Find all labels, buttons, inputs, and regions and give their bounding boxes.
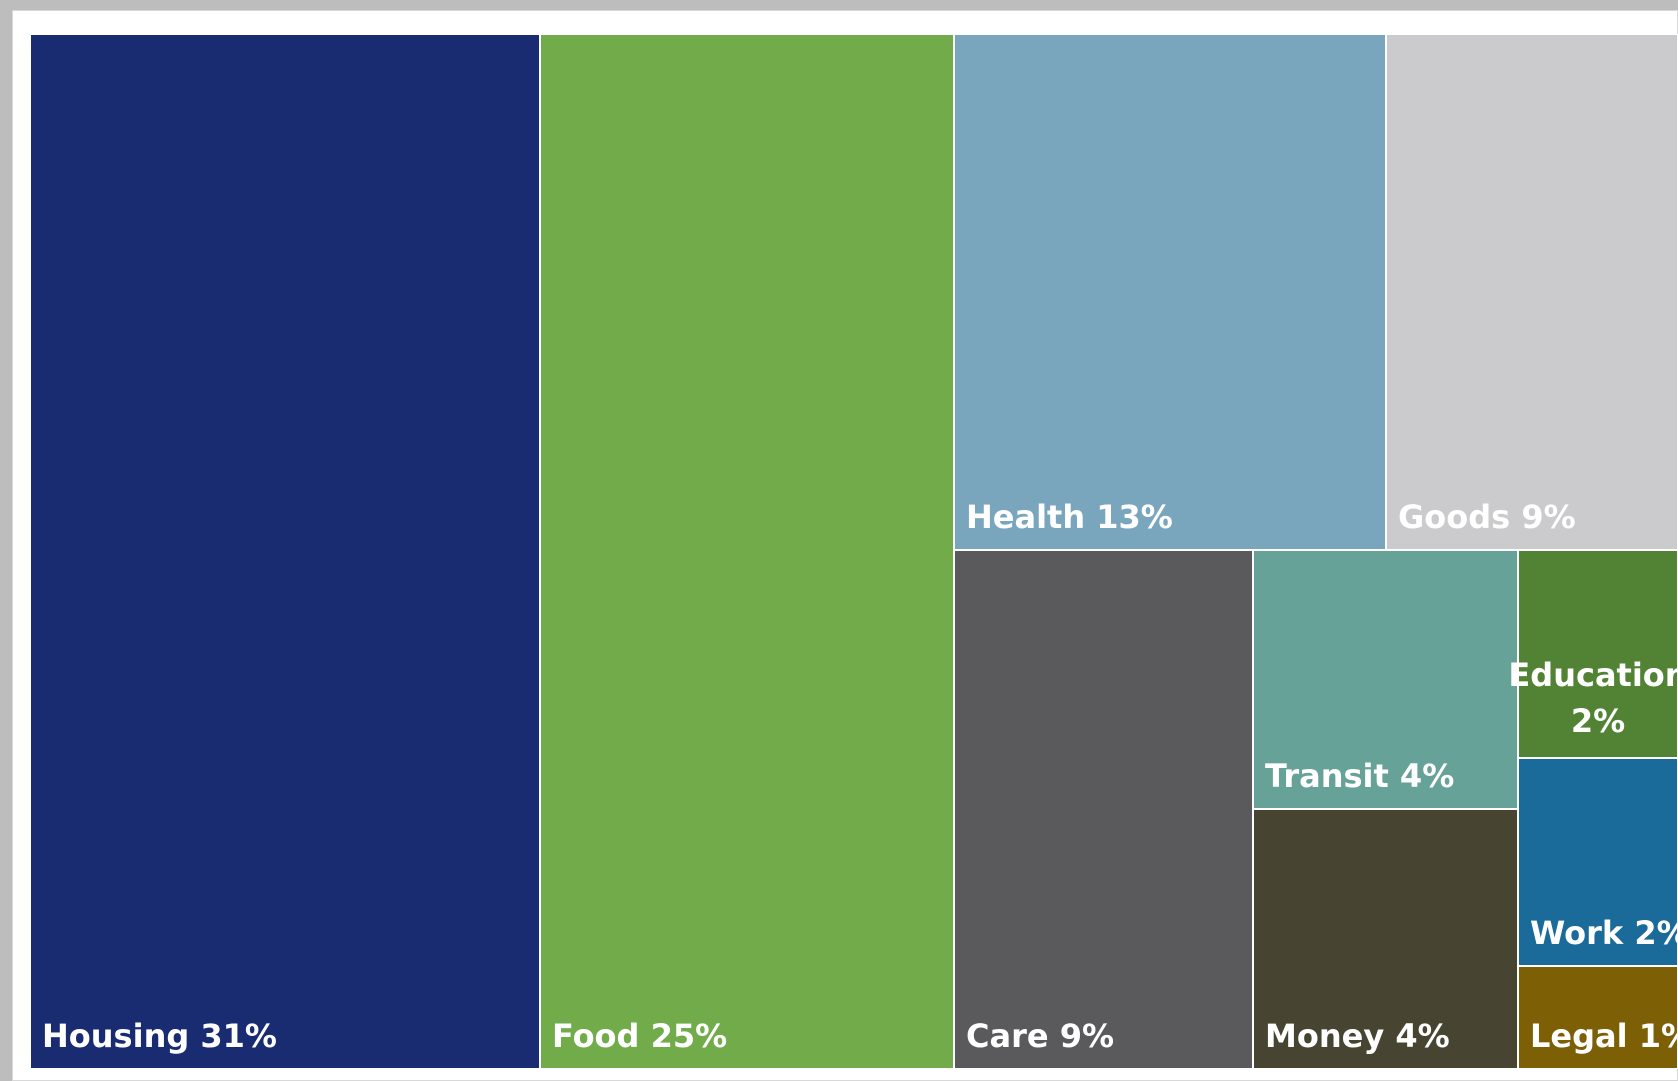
- treemap-tile-legal: [1517, 965, 1678, 1069]
- treemap-tile-housing: [30, 34, 541, 1069]
- treemap-label-health: Health 13%: [966, 498, 1173, 536]
- treemap-tile-education: [1517, 549, 1678, 759]
- treemap-label-education: Education 2%: [1508, 656, 1678, 740]
- treemap-label-housing: Housing 31%: [42, 1017, 277, 1055]
- chart-frame: Housing 31% Food 25% Health 13% Goods 9% Car…: [12, 10, 1678, 1081]
- treemap-label-work: Work 2%: [1530, 914, 1678, 952]
- treemap-tile-goods: [1385, 34, 1678, 551]
- treemap-tile-health: [953, 34, 1387, 551]
- treemap-tile-food: [539, 34, 955, 1069]
- treemap-plot-area: Housing 31% Food 25% Health 13% Goods 9% Car…: [30, 34, 1678, 1069]
- treemap-tile-work: [1517, 757, 1678, 967]
- treemap-label-goods: Goods 9%: [1398, 498, 1576, 536]
- treemap-label-transit: Transit 4%: [1265, 757, 1454, 795]
- treemap-label-food: Food 25%: [552, 1017, 727, 1055]
- treemap-label-money: Money 4%: [1265, 1017, 1450, 1055]
- treemap-label-care: Care 9%: [966, 1017, 1114, 1055]
- treemap-chart: Housing 31% Food 25% Health 13% Goods 9% Car…: [30, 34, 1678, 1069]
- treemap-label-legal: Legal 1%: [1530, 1017, 1678, 1055]
- treemap-tile-transit: [1252, 549, 1519, 810]
- treemap-tile-care: [953, 549, 1254, 1069]
- treemap-tile-money: [1252, 808, 1519, 1069]
